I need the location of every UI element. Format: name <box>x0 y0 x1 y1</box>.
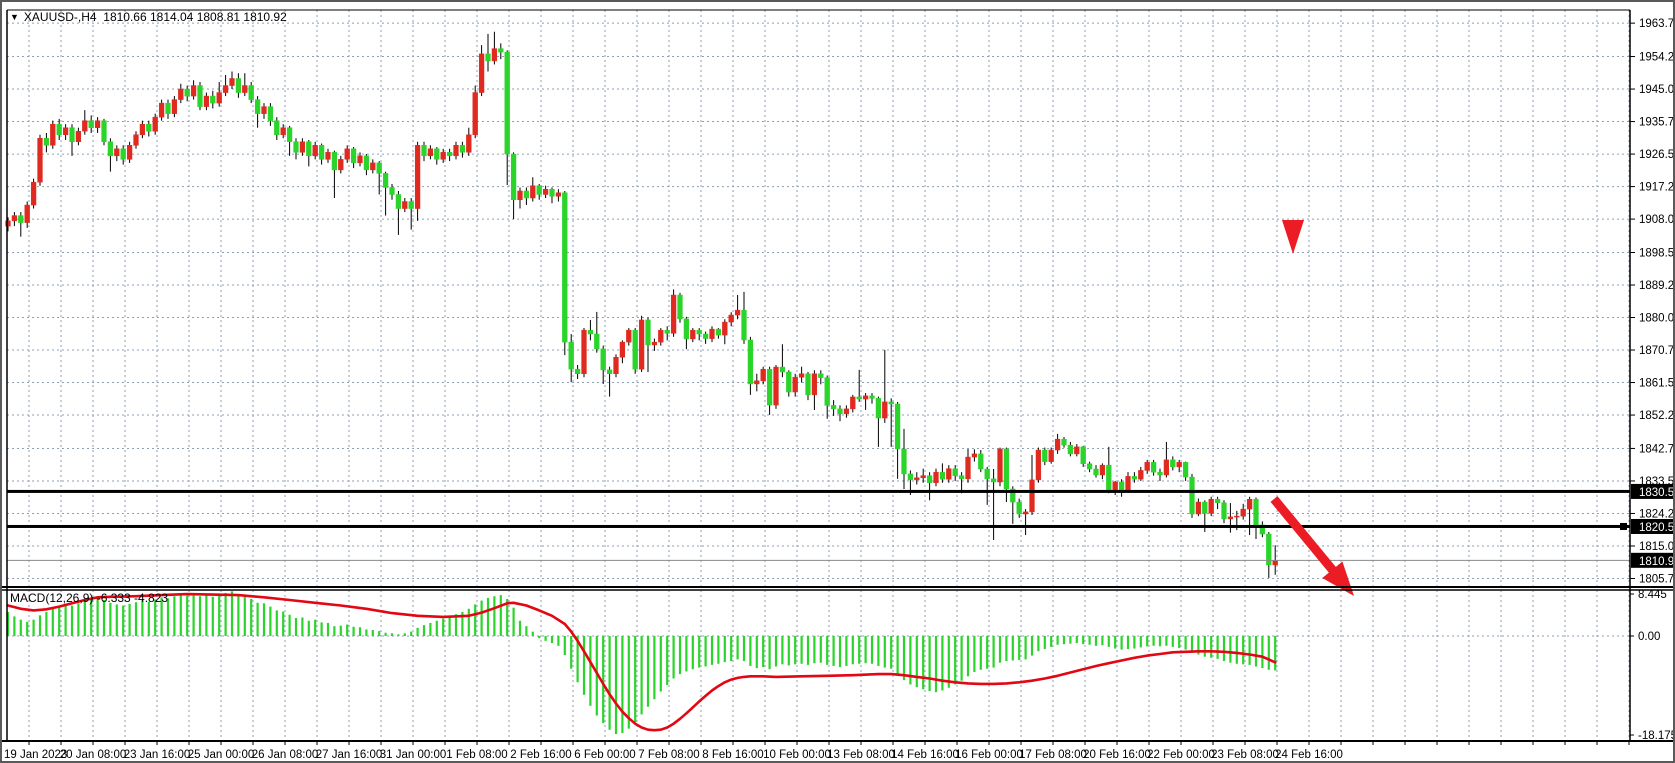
symbol-dropdown-icon[interactable]: ▼ <box>10 12 19 22</box>
svg-text:1830.52: 1830.52 <box>1639 487 1675 499</box>
svg-text:1935.75: 1935.75 <box>1639 117 1675 129</box>
time-label: 13 Feb 08:00 <box>827 749 895 761</box>
svg-text:1842.75: 1842.75 <box>1639 443 1675 455</box>
price-tag <box>1631 518 1673 534</box>
svg-text:1963.75: 1963.75 <box>1639 18 1675 30</box>
time-label: 10 Feb 00:00 <box>763 749 831 761</box>
svg-text:8.445: 8.445 <box>1638 589 1667 601</box>
svg-text:1805.75: 1805.75 <box>1639 573 1675 585</box>
time-label: 20 Jan 08:00 <box>60 749 127 761</box>
time-label: 8 Feb 16:00 <box>702 749 763 761</box>
svg-text:1861.50: 1861.50 <box>1639 378 1675 390</box>
time-label: 23 Jan 16:00 <box>124 749 191 761</box>
svg-text:1870.75: 1870.75 <box>1639 345 1675 357</box>
time-label: 6 Feb 00:00 <box>574 749 635 761</box>
svg-text:1917.25: 1917.25 <box>1639 182 1675 194</box>
svg-text:1820.55: 1820.55 <box>1639 522 1675 534</box>
candlestick-series <box>5 31 1278 578</box>
time-label: 23 Feb 08:00 <box>1211 749 1279 761</box>
time-label: 20 Feb 16:00 <box>1083 749 1151 761</box>
sell-signal-arrow-icon <box>1282 220 1304 254</box>
macd-indicator-label: MACD(12,26,9) -6.333 -4.823 <box>10 591 169 605</box>
time-label: 27 Jan 16:00 <box>316 749 383 761</box>
price-tag <box>1631 483 1673 499</box>
time-label: 25 Jan 00:00 <box>188 749 255 761</box>
svg-text:1880.00: 1880.00 <box>1639 313 1675 325</box>
price-axis[interactable]: 1963.75 1954.25 1945.00 1935.75 1926.50 1917.… <box>1630 18 1675 742</box>
trend-arrow-shaft <box>1270 496 1339 576</box>
time-label: 16 Feb 00:00 <box>955 749 1023 761</box>
svg-text:1954.25: 1954.25 <box>1639 52 1675 64</box>
macd-signal-line <box>6 592 1277 732</box>
svg-text:1908.00: 1908.00 <box>1639 214 1675 226</box>
time-label: 7 Feb 08:00 <box>638 749 699 761</box>
svg-text:1810.92: 1810.92 <box>1639 556 1675 568</box>
svg-text:1926.50: 1926.50 <box>1639 149 1675 161</box>
svg-text:1945.00: 1945.00 <box>1639 84 1675 96</box>
svg-text:1852.25: 1852.25 <box>1639 410 1675 422</box>
symbol-title[interactable]: ▼ XAUUSD-,H4 1810.66 1814.04 1808.81 1810… <box>10 10 287 24</box>
svg-text:1824.25: 1824.25 <box>1639 508 1675 520</box>
symbol-title-text: XAUUSD-,H4 1810.66 1814.04 1808.81 1810.… <box>23 10 287 24</box>
time-label: 1 Feb 08:00 <box>446 749 507 761</box>
svg-text:-18.175: -18.175 <box>1638 730 1675 742</box>
time-label: 2 Feb 16:00 <box>510 749 571 761</box>
time-label: 14 Feb 16:00 <box>891 749 959 761</box>
time-label: 26 Jan 08:00 <box>252 749 319 761</box>
svg-text:0.00: 0.00 <box>1638 631 1660 643</box>
time-label: 24 Feb 16:00 <box>1275 749 1343 761</box>
time-label: 31 Jan 00:00 <box>380 749 447 761</box>
price-tag <box>1631 552 1673 568</box>
svg-text:1815.00: 1815.00 <box>1639 541 1675 553</box>
svg-text:1889.25: 1889.25 <box>1639 280 1675 292</box>
time-label: 17 Feb 08:00 <box>1019 749 1087 761</box>
macd-series <box>6 591 1277 735</box>
time-label: 19 Jan 2023 <box>4 749 67 761</box>
svg-text:1898.50: 1898.50 <box>1639 247 1675 259</box>
horizontal-lines <box>7 489 1630 561</box>
panel-borders <box>2 9 1673 742</box>
time-label: 22 Feb 00:00 <box>1147 749 1215 761</box>
